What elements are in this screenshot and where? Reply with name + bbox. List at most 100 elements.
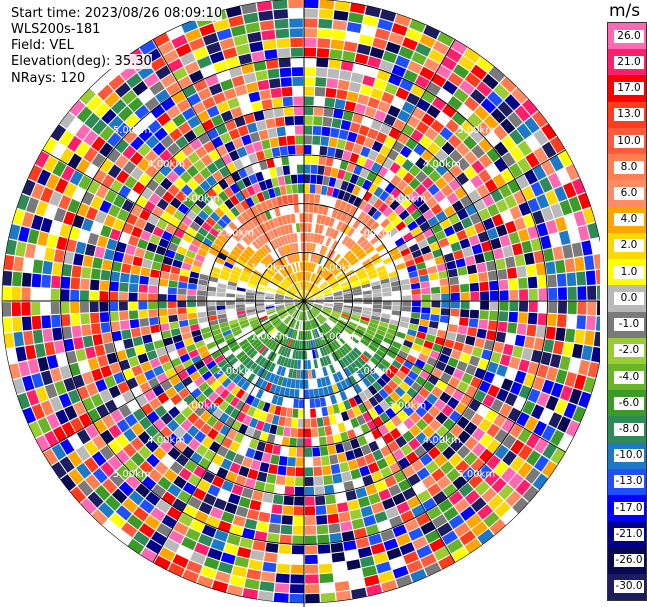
velocity-gate <box>203 141 216 154</box>
velocity-gate <box>121 89 137 105</box>
velocity-gate <box>312 447 321 457</box>
velocity-gate <box>296 164 304 174</box>
velocity-gate <box>359 319 369 326</box>
velocity-gate <box>411 364 423 375</box>
velocity-gate <box>297 272 301 281</box>
velocity-gate <box>12 271 22 287</box>
velocity-gate <box>324 322 332 330</box>
velocity-gate <box>327 385 335 395</box>
velocity-gate <box>250 205 259 216</box>
velocity-gate <box>236 411 247 423</box>
velocity-gate <box>449 149 463 163</box>
velocity-gate <box>422 412 435 425</box>
velocity-gate <box>330 39 345 50</box>
velocity-gate <box>148 309 158 318</box>
velocity-gate <box>468 318 479 328</box>
velocity-gate <box>290 47 303 57</box>
velocity-gate <box>578 391 592 408</box>
velocity-gate <box>334 178 343 189</box>
velocity-gate <box>333 108 344 119</box>
velocity-gate <box>217 252 227 261</box>
velocity-gate <box>305 331 309 340</box>
velocity-gate <box>313 329 318 338</box>
velocity-gate <box>281 256 288 266</box>
velocity-gate <box>235 304 245 309</box>
velocity-gate <box>167 301 177 309</box>
velocity-gate <box>152 142 166 156</box>
velocity-gate <box>311 273 316 283</box>
velocity-gate <box>478 380 491 394</box>
velocity-gate <box>119 282 129 292</box>
velocity-gate <box>362 258 372 267</box>
velocity-gate <box>468 234 480 246</box>
velocity-gate <box>337 169 346 180</box>
velocity-gate <box>12 317 23 332</box>
velocity-gate <box>558 301 567 314</box>
velocity-gate <box>281 215 288 225</box>
velocity-gate <box>251 397 260 408</box>
velocity-gate <box>464 436 479 451</box>
velocity-gate <box>322 465 332 476</box>
velocity-gate <box>448 514 465 530</box>
velocity-gate <box>404 518 419 532</box>
velocity-gate <box>518 228 530 242</box>
velocity-gate <box>295 477 304 487</box>
velocity-gate <box>438 270 449 279</box>
velocity-gate <box>304 298 314 301</box>
velocity-gate <box>194 405 206 417</box>
velocity-gate <box>211 114 224 127</box>
velocity-gate <box>321 310 330 316</box>
velocity-gate <box>89 301 99 313</box>
velocity-gate <box>264 483 275 494</box>
velocity-gate <box>230 249 240 258</box>
velocity-gate <box>306 340 310 350</box>
velocity-gate <box>494 444 509 460</box>
velocity-gate <box>146 411 160 424</box>
velocity-gate <box>327 332 335 341</box>
velocity-gate <box>442 446 456 460</box>
velocity-gate <box>494 141 509 157</box>
velocity-gate <box>69 99 86 117</box>
velocity-gate <box>181 536 197 551</box>
velocity-gate <box>304 301 311 309</box>
velocity-gate <box>448 324 458 333</box>
velocity-gate <box>525 152 540 168</box>
colorbar-tick-label: 1.0 <box>614 265 644 279</box>
velocity-gate <box>434 336 446 346</box>
velocity-gate <box>322 386 330 397</box>
velocity-gate <box>294 330 298 340</box>
velocity-gate <box>249 277 259 284</box>
velocity-gate <box>402 37 418 51</box>
velocity-gate <box>238 338 248 347</box>
velocity-gate <box>494 501 511 518</box>
velocity-gate <box>232 565 248 578</box>
colorbar-tick-label: -17.0 <box>614 501 644 515</box>
velocity-gate <box>390 280 401 287</box>
velocity-gate <box>442 156 456 170</box>
velocity-gate <box>424 127 439 141</box>
velocity-gate <box>514 105 531 122</box>
velocity-gate <box>177 221 189 233</box>
velocity-gate <box>235 43 251 56</box>
velocity-gate <box>291 285 298 293</box>
velocity-gate <box>377 362 388 373</box>
velocity-gate <box>324 258 331 268</box>
velocity-gate <box>246 311 256 317</box>
velocity-gate <box>304 242 307 252</box>
velocity-gate <box>182 197 195 209</box>
velocity-gate <box>137 143 152 157</box>
velocity-gate <box>368 396 379 407</box>
velocity-gate <box>70 277 81 290</box>
velocity-gate <box>101 259 113 271</box>
velocity-gate <box>360 316 370 322</box>
velocity-gate <box>464 151 478 165</box>
velocity-gate <box>312 307 320 314</box>
velocity-gate <box>200 326 211 335</box>
velocity-gate <box>527 276 538 289</box>
velocity-gate <box>59 438 75 455</box>
velocity-gate <box>304 291 308 301</box>
velocity-gate <box>534 455 550 472</box>
velocity-gate <box>188 473 202 487</box>
velocity-gate <box>197 311 207 318</box>
velocity-gate <box>440 461 454 475</box>
